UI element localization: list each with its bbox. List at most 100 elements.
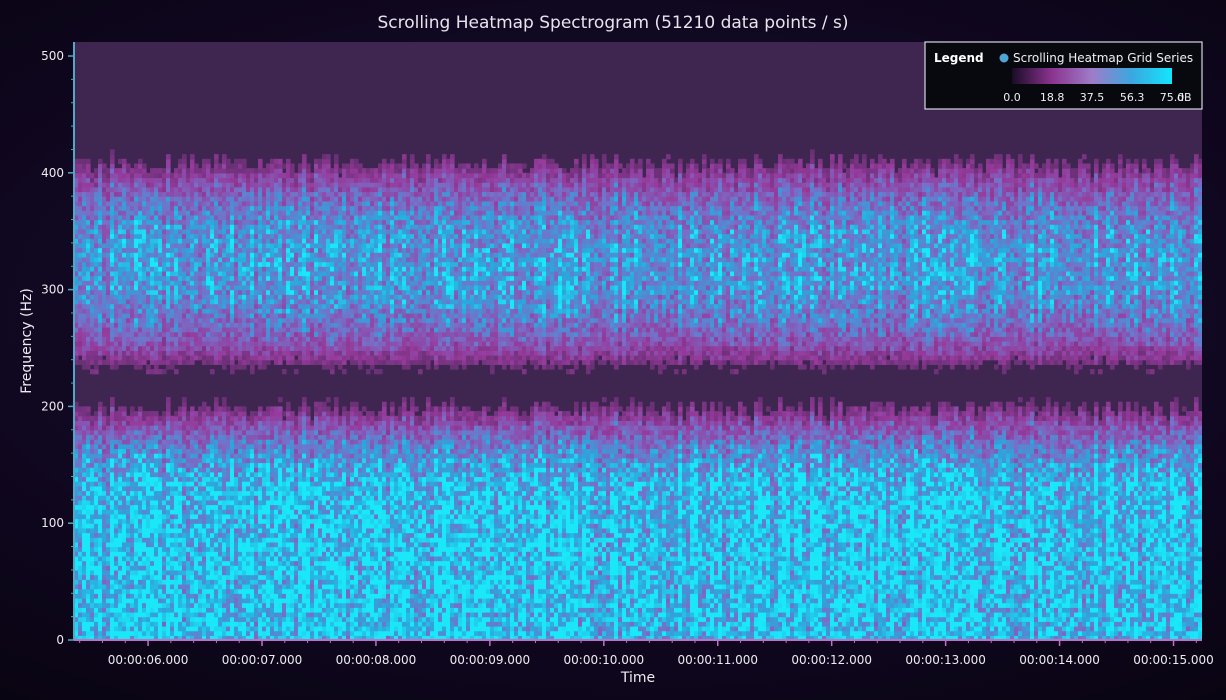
heatmap-cell bbox=[154, 243, 159, 248]
heatmap-cell bbox=[202, 439, 207, 444]
heatmap-cell bbox=[234, 336, 239, 341]
heatmap-cell bbox=[78, 360, 83, 365]
heatmap-cell bbox=[190, 514, 195, 519]
heatmap-cell bbox=[230, 215, 235, 220]
heatmap-cell bbox=[226, 612, 231, 617]
heatmap-cell bbox=[106, 322, 111, 327]
heatmap-cell bbox=[82, 593, 87, 598]
heatmap-cell bbox=[210, 285, 215, 290]
heatmap-cell bbox=[202, 626, 207, 631]
heatmap-cell bbox=[146, 187, 151, 192]
heatmap-cell bbox=[122, 570, 127, 575]
heatmap-cell bbox=[194, 486, 199, 491]
heatmap-cell bbox=[278, 206, 283, 211]
heatmap-cell bbox=[202, 220, 207, 225]
heatmap-cell bbox=[202, 322, 207, 327]
heatmap-cell bbox=[134, 304, 139, 309]
heatmap-cell bbox=[130, 434, 135, 439]
heatmap-cell bbox=[122, 248, 127, 253]
heatmap-cell bbox=[178, 327, 183, 332]
heatmap-cell bbox=[174, 369, 179, 374]
heatmap-cell bbox=[190, 182, 195, 187]
heatmap-cell bbox=[222, 617, 227, 622]
heatmap-cell bbox=[226, 420, 231, 425]
heatmap-cell bbox=[190, 308, 195, 313]
heatmap-cell bbox=[146, 565, 151, 570]
heatmap-cell bbox=[166, 420, 171, 425]
heatmap-cell bbox=[138, 192, 143, 197]
heatmap-cell bbox=[230, 355, 235, 360]
heatmap-cell bbox=[118, 533, 123, 538]
heatmap-cell bbox=[274, 187, 279, 192]
heatmap-cell bbox=[86, 533, 91, 538]
heatmap-cell bbox=[214, 290, 219, 295]
heatmap-cell bbox=[154, 285, 159, 290]
heatmap-cell bbox=[126, 621, 131, 626]
heatmap-cell bbox=[206, 626, 211, 631]
heatmap-cell bbox=[266, 201, 271, 206]
heatmap-cell bbox=[182, 533, 187, 538]
heatmap-cell bbox=[166, 280, 171, 285]
heatmap-cell bbox=[198, 621, 203, 626]
heatmap-cell bbox=[94, 290, 99, 295]
heatmap-cell bbox=[238, 280, 243, 285]
heatmap-cell bbox=[246, 220, 251, 225]
heatmap-cell bbox=[278, 598, 283, 603]
heatmap-cell bbox=[198, 420, 203, 425]
heatmap-cell bbox=[126, 229, 131, 234]
heatmap-cell bbox=[242, 299, 247, 304]
heatmap-cell bbox=[250, 411, 255, 416]
heatmap-cell bbox=[130, 224, 135, 229]
heatmap-cell bbox=[182, 411, 187, 416]
heatmap-cell bbox=[166, 271, 171, 276]
heatmap-cell bbox=[142, 505, 147, 510]
heatmap-cell bbox=[98, 355, 103, 360]
heatmap-cell bbox=[162, 542, 167, 547]
heatmap-cell bbox=[286, 495, 291, 500]
heatmap-cell bbox=[258, 276, 263, 281]
heatmap-cell bbox=[210, 439, 215, 444]
heatmap-cell bbox=[278, 505, 283, 510]
heatmap-cell bbox=[122, 444, 127, 449]
heatmap-cell bbox=[86, 476, 91, 481]
heatmap-cell bbox=[206, 607, 211, 612]
heatmap-cell bbox=[110, 509, 115, 514]
heatmap-cell bbox=[106, 575, 111, 580]
heatmap-cell bbox=[238, 458, 243, 463]
heatmap-cell bbox=[178, 411, 183, 416]
heatmap-cell bbox=[94, 537, 99, 542]
heatmap-cell bbox=[178, 248, 183, 253]
heatmap-cell bbox=[198, 406, 203, 411]
heatmap-cell bbox=[186, 514, 191, 519]
heatmap-cell bbox=[234, 271, 239, 276]
heatmap-cell bbox=[82, 519, 87, 524]
heatmap-cell bbox=[94, 425, 99, 430]
heatmap-cell bbox=[234, 332, 239, 337]
heatmap-cell bbox=[166, 626, 171, 631]
heatmap-cell bbox=[234, 411, 239, 416]
heatmap-cell bbox=[186, 500, 191, 505]
heatmap-cell bbox=[118, 603, 123, 608]
heatmap-cell bbox=[166, 528, 171, 533]
heatmap-cell bbox=[170, 308, 175, 313]
heatmap-cell bbox=[154, 234, 159, 239]
heatmap-cell bbox=[238, 444, 243, 449]
heatmap-cell bbox=[178, 229, 183, 234]
heatmap-cell bbox=[190, 420, 195, 425]
heatmap-cell bbox=[174, 173, 179, 178]
heatmap-cell bbox=[106, 238, 111, 243]
heatmap-cell bbox=[206, 420, 211, 425]
heatmap-cell bbox=[126, 224, 131, 229]
heatmap-cell bbox=[94, 589, 99, 594]
heatmap-cell bbox=[170, 458, 175, 463]
heatmap-cell bbox=[190, 262, 195, 267]
heatmap-cell bbox=[218, 519, 223, 524]
plot-area[interactable] bbox=[74, 42, 1203, 641]
heatmap-cell bbox=[162, 290, 167, 295]
heatmap-cell bbox=[98, 346, 103, 351]
heatmap-cell bbox=[102, 318, 107, 323]
heatmap-cell bbox=[166, 234, 171, 239]
heatmap-cell bbox=[98, 350, 103, 355]
heatmap-cell bbox=[182, 491, 187, 496]
heatmap-cell bbox=[94, 495, 99, 500]
